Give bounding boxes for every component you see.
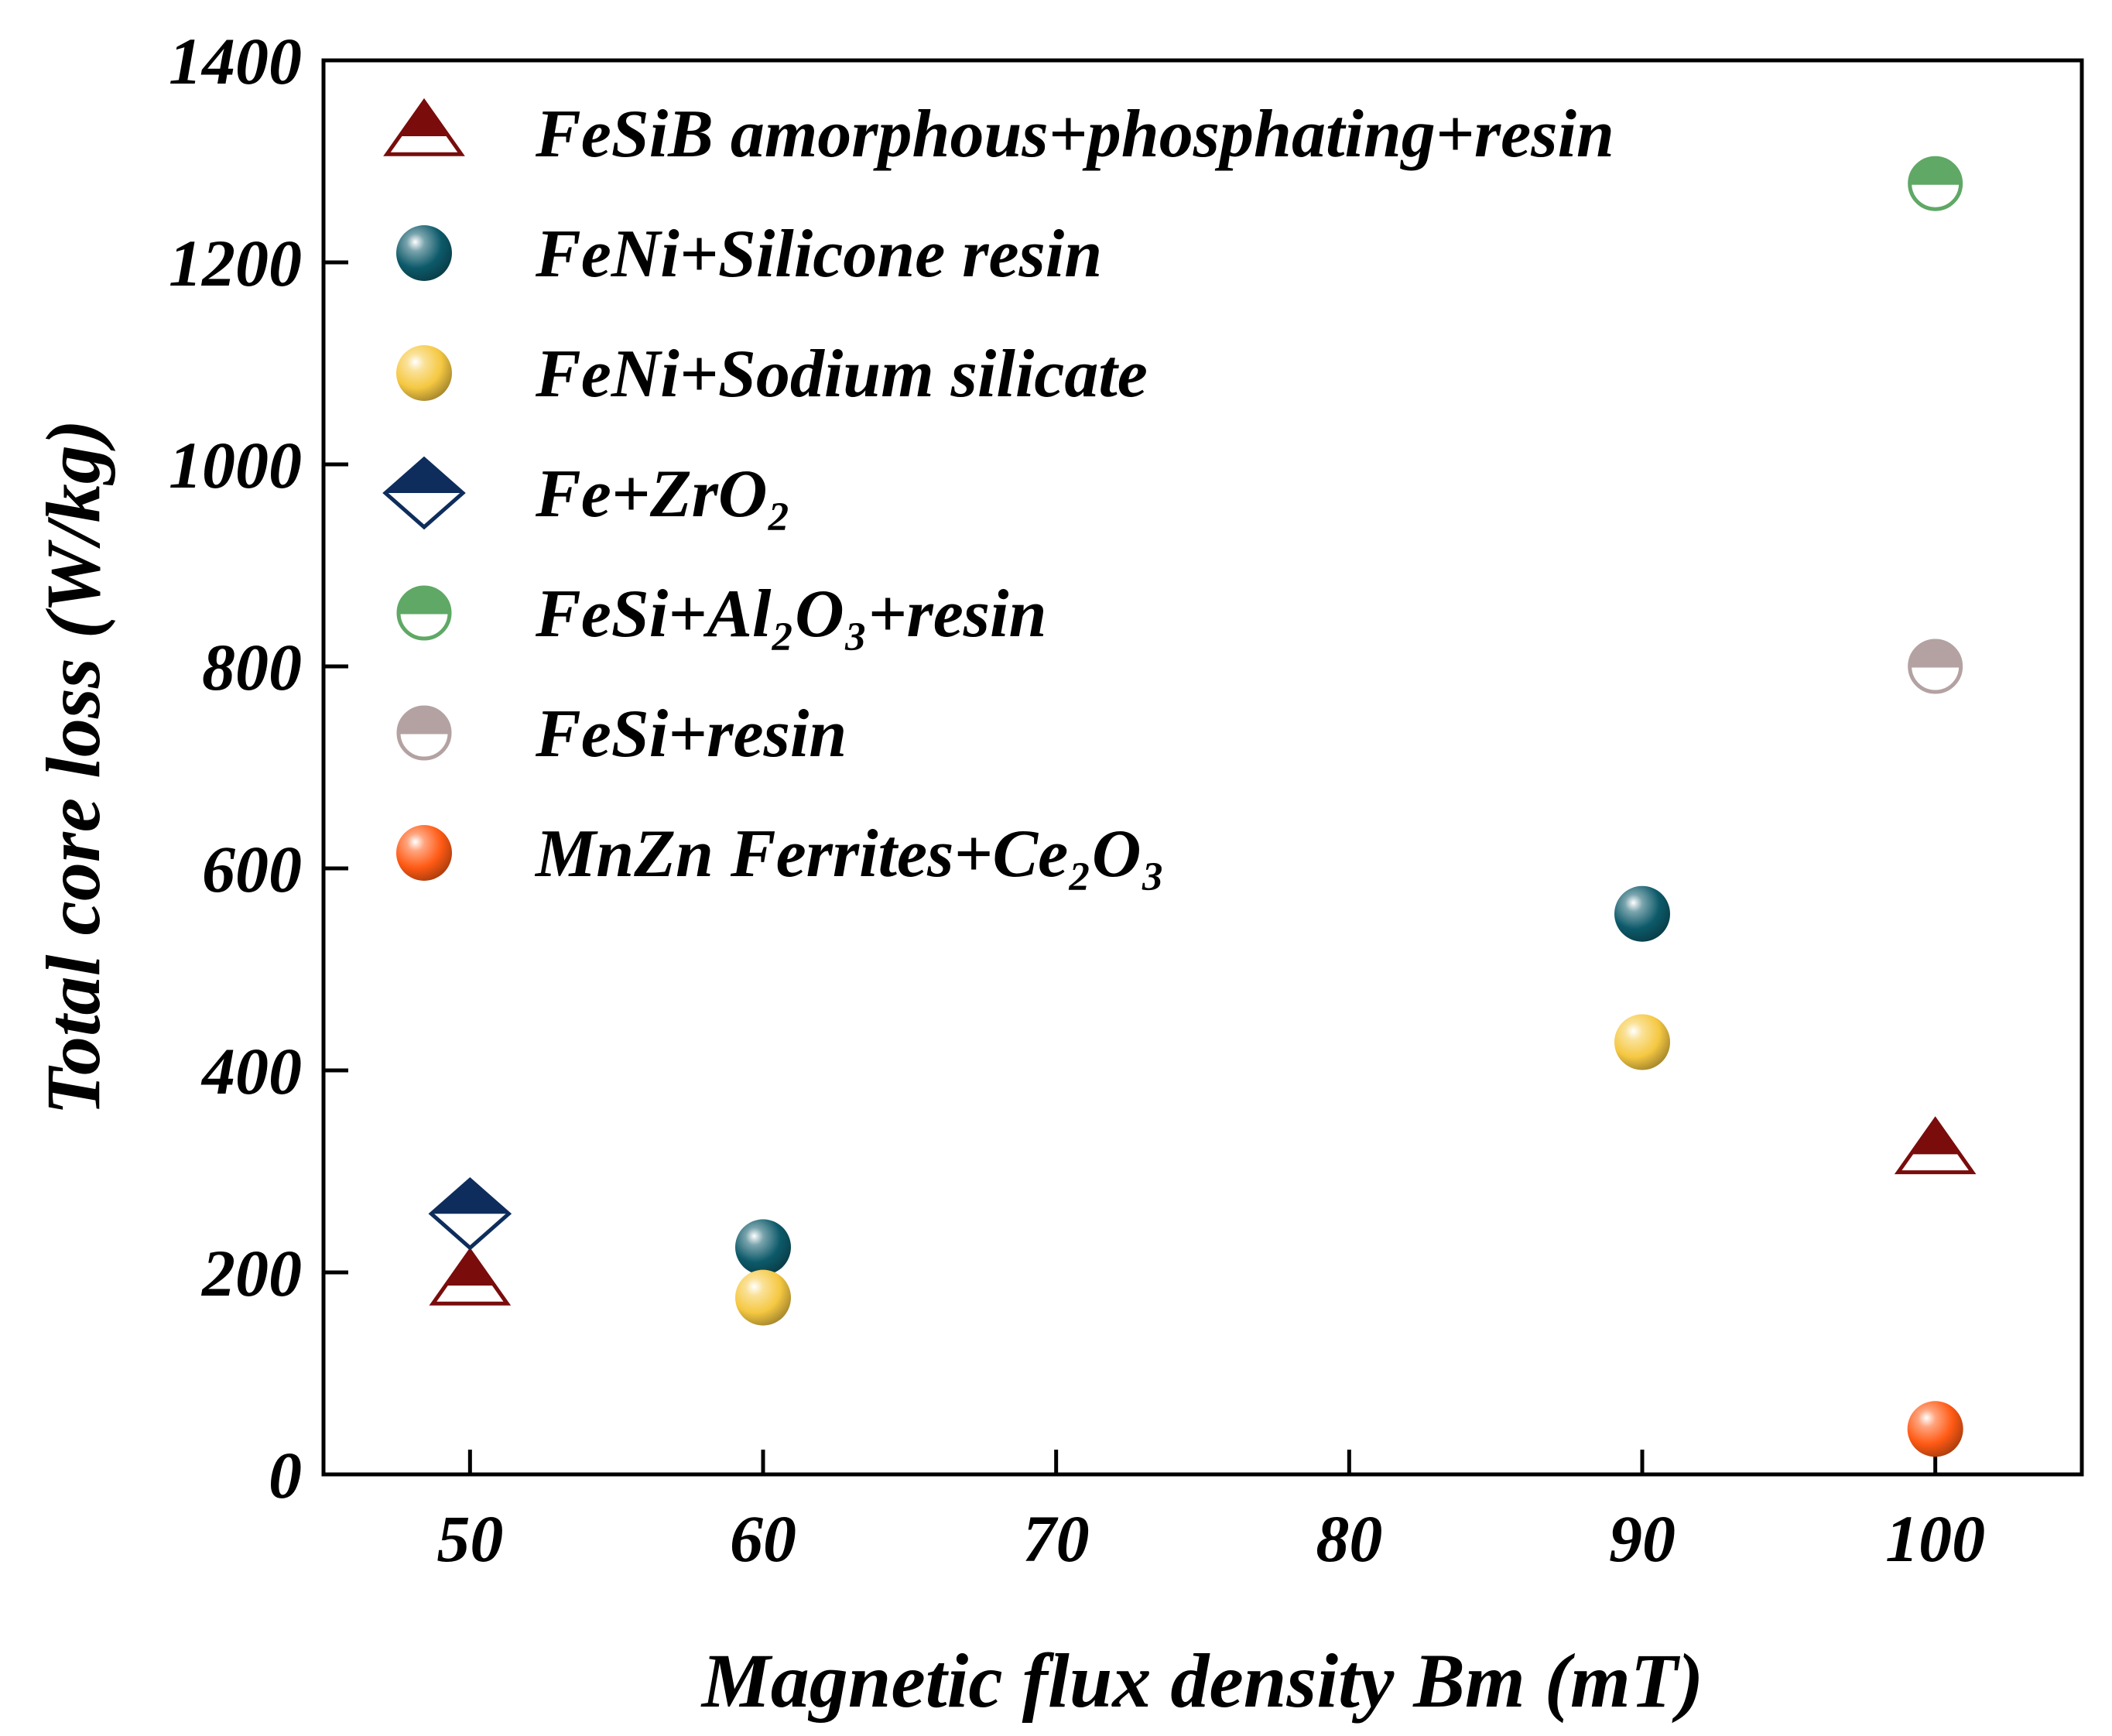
legend-label: FeNi+Silicone resin [535,217,1102,292]
legend-marker [396,345,452,401]
data-point [1894,1116,1977,1175]
data-point [735,1219,791,1275]
legend-marker [396,225,452,281]
legend-marker [396,705,452,761]
data-point [1908,639,1963,694]
legend-marker [382,456,466,530]
y-tick-label: 1400 [169,24,302,98]
legend-item: Fe+ZrO₂ [382,456,791,532]
x-axis-label: Magnetic flux density Bm (mT) [700,1638,1703,1724]
y-tick-label: 1000 [169,428,302,502]
data-point [428,1176,512,1251]
data-point [1908,156,1963,211]
legend-item: MnZn Ferrites+Ce₂O₃ [396,817,1165,892]
y-tick-label: 0 [269,1438,302,1512]
y-tick-label: 600 [202,832,302,906]
legend-label: Fe+ZrO₂ [535,457,791,532]
x-tick-label: 70 [1023,1501,1090,1576]
x-tick-label: 80 [1316,1501,1382,1576]
x-tick-label: 100 [1885,1501,1985,1576]
y-tick-label: 400 [200,1034,302,1108]
y-tick-label: 200 [200,1236,302,1310]
data-point [429,1247,512,1306]
legend-label: FeSiB amorphous+phosphating+resin [535,97,1614,172]
x-tick-label: 60 [730,1501,796,1576]
y-axis-label: Total core loss (W/kg) [30,419,116,1115]
data-point [735,1269,791,1326]
legend-marker [396,585,452,641]
x-tick-label: 90 [1609,1501,1676,1576]
legend-item: FeSiB amorphous+phosphating+resin [383,97,1614,172]
legend-item: FeNi+Sodium silicate [396,337,1148,412]
legend-item: FeSi+resin [396,697,847,772]
legend-label: FeNi+Sodium silicate [535,337,1148,412]
legend-item: FeNi+Silicone resin [396,217,1102,292]
data-point [1614,1014,1670,1070]
legend-marker [396,825,452,881]
legend-label: FeSi+resin [535,697,847,772]
x-tick-label: 50 [436,1501,503,1576]
legend-label: MnZn Ferrites+Ce₂O₃ [534,817,1165,892]
legend-marker [383,98,465,156]
data-point [1907,1401,1963,1457]
y-tick-label: 800 [202,630,302,704]
data-point [1614,885,1670,942]
y-tick-label: 1200 [169,226,302,300]
plot-frame [321,58,2084,1477]
legend-label: FeSi+Al₂O₃+resin [535,577,1046,652]
legend-item: FeSi+Al₂O₃+resin [396,577,1046,652]
